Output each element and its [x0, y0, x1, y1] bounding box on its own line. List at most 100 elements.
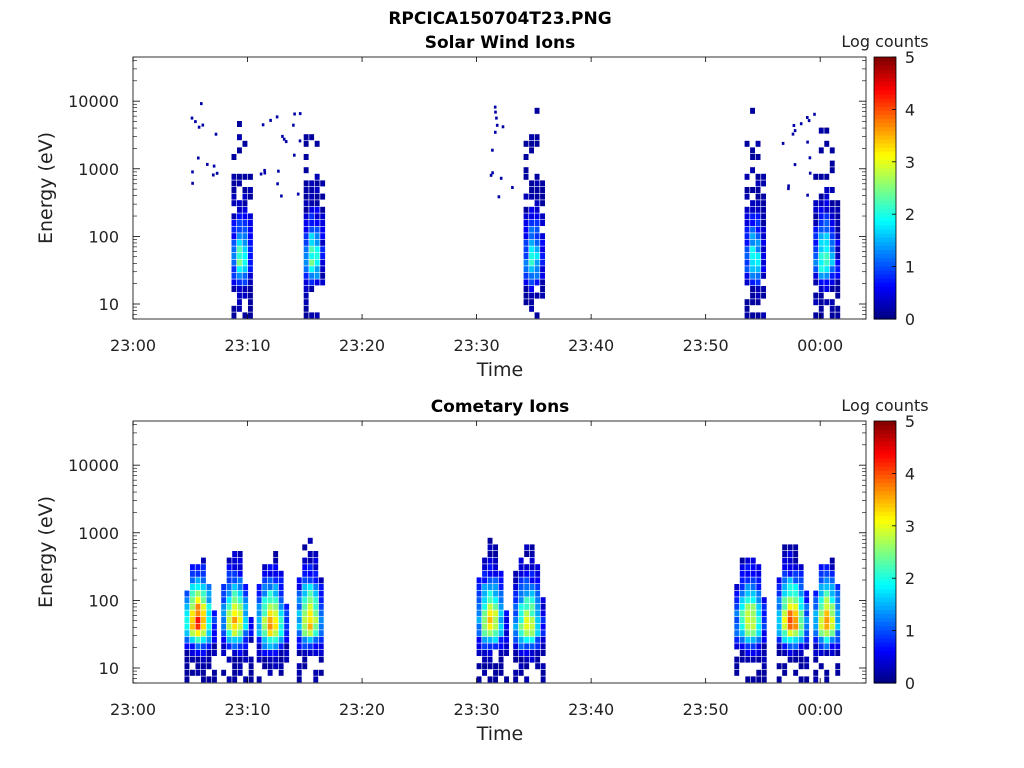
spectrogram-cell [303, 180, 309, 187]
spectrogram-cell [309, 213, 315, 220]
colorbar-segment [874, 171, 896, 177]
spectrogram-cell [793, 617, 799, 623]
spectrogram-cell [750, 597, 756, 604]
spectrogram-cell [184, 636, 190, 643]
x-tick-label: 23:50 [683, 336, 729, 355]
spectrogram-cell [206, 162, 209, 166]
spectrogram-cell [482, 656, 487, 663]
spectrogram-cell [302, 603, 308, 610]
colorbar-segment [874, 122, 896, 128]
spectrogram-cell [739, 577, 745, 584]
spectrogram-cell [535, 597, 541, 604]
colorbar-segment [874, 224, 896, 230]
spectrogram-cell [281, 134, 284, 138]
spectrogram-cell [482, 650, 487, 656]
spectrogram-cell [750, 233, 755, 240]
spectrogram-cell [761, 200, 766, 207]
colorbar-segment [874, 511, 896, 516]
spectrogram-cell [540, 603, 546, 610]
spectrogram-cell [793, 590, 799, 597]
spectrogram-cell [829, 570, 835, 577]
spectrogram-cell [523, 272, 529, 279]
spectrogram-cell [267, 650, 273, 656]
spectrogram-cell [518, 663, 524, 670]
spectrogram-cell [798, 564, 804, 571]
spectrogram-cell [221, 643, 227, 650]
spectrogram-cell [813, 200, 819, 207]
spectrogram-cell [493, 643, 498, 650]
spectrogram-cell [529, 259, 534, 266]
spectrogram-cell [513, 597, 519, 604]
spectrogram-cell [744, 253, 750, 259]
spectrogram-cell [221, 623, 227, 630]
spectrogram-cell [212, 643, 217, 650]
x-tick-label: 23:40 [568, 336, 614, 355]
spectrogram-cell [232, 636, 238, 643]
spectrogram-cell [280, 194, 283, 198]
spectrogram-cell [755, 226, 761, 233]
spectrogram-cell [278, 590, 284, 597]
spectrogram-cell [518, 590, 524, 597]
spectrogram-cell [318, 590, 324, 597]
spectrogram-cell [782, 643, 788, 650]
spectrogram-cell [835, 597, 841, 604]
spectrogram-cell [745, 656, 751, 663]
colorbar-segment [874, 642, 896, 647]
spectrogram-cell [798, 610, 804, 617]
spectrogram-cell [806, 116, 809, 119]
colorbar-segment [874, 605, 896, 610]
spectrogram-cell [739, 584, 745, 590]
spectrogram-cell [226, 603, 232, 610]
spectrogram-cell [493, 590, 498, 597]
colorbar-segment [874, 601, 896, 606]
spectrogram-cell [314, 226, 320, 233]
spectrogram-cell [787, 570, 793, 577]
colorbar-segment [874, 478, 896, 483]
spectrogram-cell [201, 564, 206, 571]
spectrogram-cell [782, 669, 788, 676]
spectrogram-cell [535, 630, 541, 637]
spectrogram-cell [835, 584, 841, 590]
spectrogram-cell [534, 266, 540, 273]
spectrogram-cell [206, 663, 212, 670]
spectrogram-cell [835, 239, 841, 246]
spectrogram-cell [476, 663, 482, 670]
spectrogram-cell [524, 584, 530, 590]
spectrogram-cell [231, 233, 237, 240]
spectrogram-cell [524, 570, 530, 577]
spectrogram-cell [540, 193, 545, 200]
spectrogram-cell [482, 597, 487, 604]
spectrogram-cell [734, 656, 740, 663]
colorbar-segment [874, 163, 896, 169]
spectrogram-cell [231, 226, 237, 233]
spectrogram-cell [493, 610, 498, 617]
spectrogram-cell [261, 123, 265, 127]
colorbar-segment [874, 433, 896, 438]
spectrogram-cell [755, 253, 761, 259]
spectrogram-cell [835, 206, 841, 213]
spectrogram-cell [540, 200, 545, 207]
spectrogram-cell [824, 617, 830, 623]
spectrogram-cell [296, 590, 302, 597]
spectrogram-cell [798, 656, 804, 663]
spectrogram-cell [818, 584, 824, 590]
spectrogram-cell [804, 656, 810, 663]
spectrogram-cell [829, 200, 835, 207]
spectrogram-cell [798, 630, 804, 637]
spectrogram-cell [278, 577, 284, 584]
colorbar-segment [874, 286, 896, 291]
spectrogram-cell [529, 246, 534, 253]
spectrogram-cell [835, 233, 841, 240]
spectrogram-cell [487, 551, 493, 557]
spectrogram-cell [524, 603, 530, 610]
spectrogram-cell [296, 636, 302, 643]
spectrogram-cell [237, 557, 243, 564]
spectrogram-cell [320, 279, 326, 286]
colorbar-segment [874, 253, 896, 259]
spectrogram-cell [824, 279, 830, 286]
spectrogram-cell [184, 676, 190, 683]
spectrogram-cell [320, 259, 326, 266]
colorbar-segment [874, 441, 896, 447]
spectrogram-cell [201, 650, 206, 656]
spectrogram-cell [293, 153, 296, 157]
